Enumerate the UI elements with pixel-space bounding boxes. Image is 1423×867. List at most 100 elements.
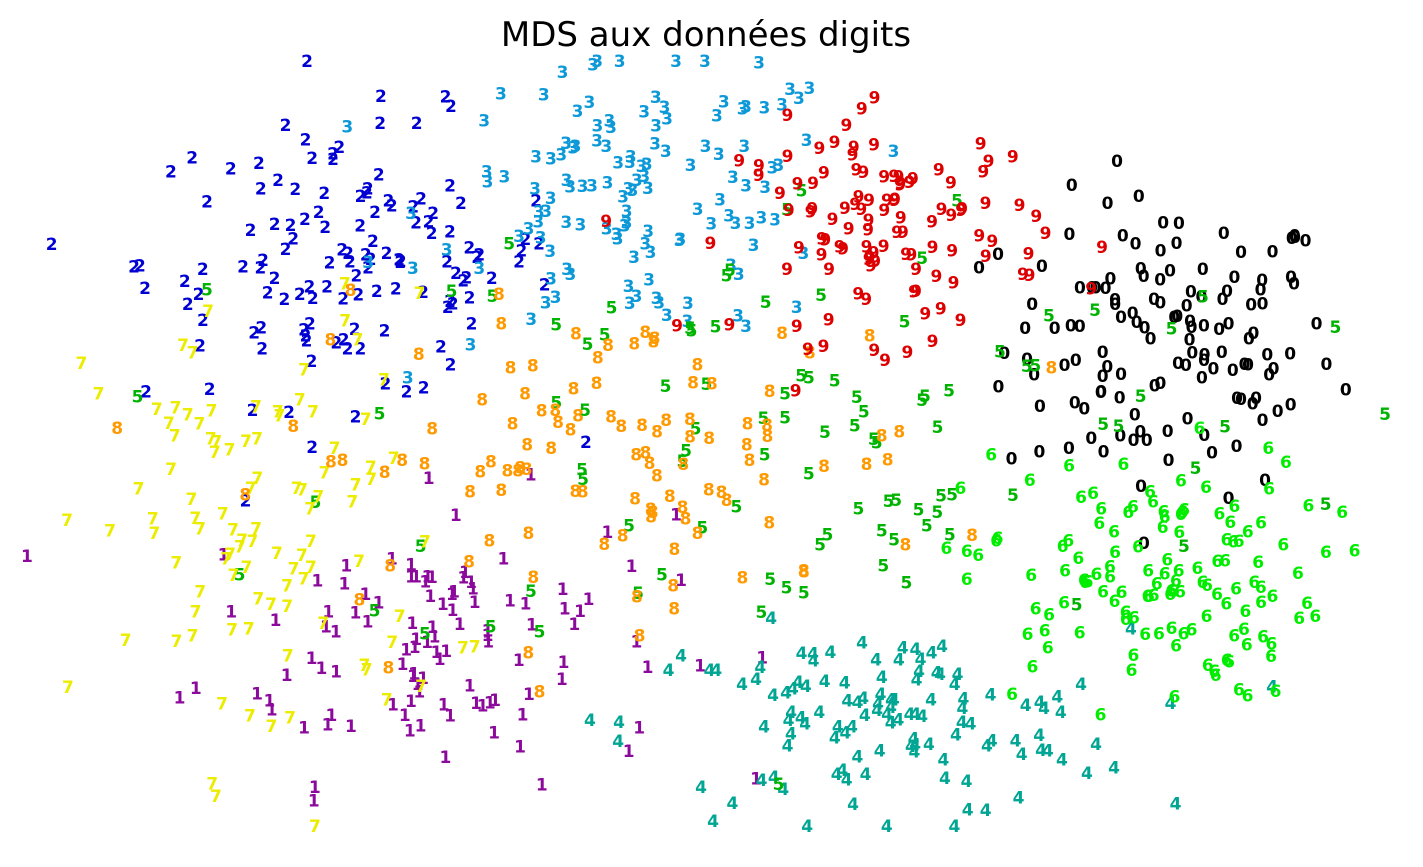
digit-point-8: 8	[764, 382, 776, 402]
digit-point-4: 4	[829, 728, 841, 748]
digit-point-3: 3	[533, 203, 545, 223]
digit-point-4: 4	[948, 817, 960, 837]
digit-point-0: 0	[1063, 439, 1075, 459]
digit-point-5: 5	[871, 433, 883, 453]
digit-point-6: 6	[1159, 508, 1171, 528]
digit-point-1: 1	[526, 616, 538, 636]
digit-point-3: 3	[567, 139, 579, 159]
digit-point-1: 1	[517, 705, 529, 725]
digit-point-7: 7	[171, 632, 183, 652]
digit-point-3: 3	[605, 118, 617, 138]
digit-point-0: 0	[1227, 361, 1239, 381]
digit-point-5: 5	[1320, 495, 1332, 515]
digit-point-7: 7	[265, 595, 277, 615]
digit-point-2: 2	[338, 331, 350, 351]
digit-point-2: 2	[327, 150, 339, 170]
digit-point-5: 5	[696, 518, 708, 538]
digit-point-1: 1	[536, 775, 548, 795]
digit-point-5: 5	[503, 234, 515, 254]
digit-point-1: 1	[405, 692, 417, 712]
digit-point-8: 8	[552, 413, 564, 433]
digit-point-6: 6	[1075, 488, 1087, 508]
digit-point-9: 9	[843, 219, 855, 239]
digit-point-2: 2	[197, 311, 209, 331]
digit-point-0: 0	[1259, 471, 1271, 491]
digit-point-9: 9	[791, 317, 803, 337]
digit-point-2: 2	[445, 356, 457, 376]
digit-point-0: 0	[1255, 280, 1267, 300]
digit-point-5: 5	[851, 388, 863, 408]
digit-point-7: 7	[296, 481, 308, 501]
digit-point-7: 7	[133, 479, 145, 499]
digit-point-9: 9	[888, 167, 900, 187]
digit-point-7: 7	[252, 590, 264, 610]
digit-point-0: 0	[1129, 405, 1141, 425]
digit-point-4: 4	[956, 699, 968, 719]
digit-point-1: 1	[642, 658, 654, 678]
digit-point-8: 8	[426, 420, 438, 440]
digit-point-9: 9	[1040, 224, 1052, 244]
digit-point-5: 5	[660, 377, 672, 397]
digit-point-2: 2	[539, 275, 551, 295]
digit-point-7: 7	[217, 504, 229, 524]
digit-point-1: 1	[559, 599, 571, 619]
digit-point-1: 1	[626, 557, 638, 577]
digit-point-6: 6	[1153, 624, 1165, 644]
digit-point-5: 5	[721, 266, 733, 286]
digit-point-6: 6	[1159, 564, 1171, 584]
digit-point-2: 2	[393, 251, 405, 271]
digit-point-7: 7	[298, 570, 310, 590]
digit-point-1: 1	[427, 618, 439, 638]
digit-point-9: 9	[907, 170, 919, 190]
digit-point-8: 8	[634, 626, 646, 646]
digit-point-3: 3	[627, 181, 639, 201]
digit-point-4: 4	[909, 640, 921, 660]
digit-point-6: 6	[1221, 651, 1233, 671]
digit-point-4: 4	[846, 718, 858, 738]
digit-point-1: 1	[601, 523, 613, 543]
digit-point-0: 0	[1261, 346, 1273, 366]
digit-point-9: 9	[849, 195, 861, 215]
digit-point-1: 1	[440, 642, 452, 662]
digit-point-4: 4	[934, 665, 946, 685]
digit-point-7: 7	[350, 476, 362, 496]
digit-point-5: 5	[900, 574, 912, 594]
digit-point-4: 4	[765, 609, 777, 629]
digit-point-4: 4	[956, 713, 968, 733]
digit-point-0: 0	[1181, 297, 1193, 317]
digit-point-1: 1	[675, 571, 687, 591]
digit-point-7: 7	[169, 426, 181, 446]
digit-point-9: 9	[802, 340, 814, 360]
digit-point-7: 7	[240, 558, 252, 578]
digit-point-8: 8	[325, 453, 337, 473]
digit-point-3: 3	[572, 102, 584, 122]
digit-point-7: 7	[206, 401, 218, 421]
digit-point-8: 8	[483, 532, 495, 552]
digit-point-2: 2	[179, 272, 191, 292]
digit-point-0: 0	[1199, 345, 1211, 365]
digit-point-4: 4	[839, 723, 851, 743]
digit-point-3: 3	[498, 168, 510, 188]
digit-point-2: 2	[134, 257, 146, 277]
digit-point-2: 2	[139, 279, 151, 299]
digit-point-7: 7	[93, 384, 105, 404]
digit-point-2: 2	[257, 251, 269, 271]
digit-point-3: 3	[621, 202, 633, 222]
digit-point-0: 0	[1207, 360, 1219, 380]
digit-point-0: 0	[1267, 243, 1279, 263]
digit-point-1: 1	[513, 651, 525, 671]
digit-point-0: 0	[1196, 369, 1208, 389]
digit-point-7: 7	[245, 479, 257, 499]
digit-point-5: 5	[1113, 417, 1125, 437]
digit-point-8: 8	[572, 407, 584, 427]
digit-point-9: 9	[1024, 266, 1036, 286]
digit-point-3: 3	[523, 220, 535, 240]
digit-point-4: 4	[965, 714, 977, 734]
digit-point-8: 8	[680, 510, 692, 530]
digit-point-4: 4	[832, 718, 844, 738]
digit-point-1: 1	[410, 568, 422, 588]
digit-point-9: 9	[807, 174, 819, 194]
digit-point-8: 8	[818, 457, 830, 477]
digit-point-7: 7	[304, 500, 316, 520]
digit-point-9: 9	[813, 139, 825, 159]
